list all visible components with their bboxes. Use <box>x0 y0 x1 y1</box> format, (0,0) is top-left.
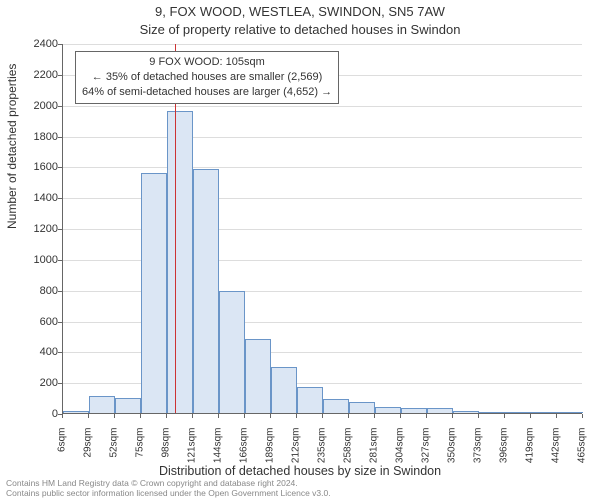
annotation-line2: ← 35% of detached houses are smaller (2,… <box>82 70 332 85</box>
ytick-label: 1200 <box>18 223 58 235</box>
plot-area: 9 FOX WOOD: 105sqm← 35% of detached hous… <box>62 44 582 414</box>
xtick-mark <box>270 414 271 418</box>
xtick-mark <box>62 414 63 418</box>
xtick-mark <box>582 414 583 418</box>
xtick-mark <box>140 414 141 418</box>
xtick-mark <box>400 414 401 418</box>
ytick-label: 1000 <box>18 254 58 266</box>
annotation-box: 9 FOX WOOD: 105sqm← 35% of detached hous… <box>75 51 339 104</box>
ytick-label: 0 <box>18 408 58 420</box>
histogram-bar <box>531 412 557 413</box>
histogram-bar <box>323 399 349 413</box>
histogram-bar <box>401 408 427 413</box>
xtick-mark <box>504 414 505 418</box>
xtick-mark <box>556 414 557 418</box>
chart-container: 9, FOX WOOD, WESTLEA, SWINDON, SN5 7AW S… <box>0 0 600 500</box>
histogram-bar <box>453 411 479 413</box>
xtick-mark <box>244 414 245 418</box>
histogram-bar <box>271 367 297 413</box>
ytick-label: 2400 <box>18 38 58 50</box>
histogram-bar <box>193 169 219 413</box>
xtick-mark <box>478 414 479 418</box>
histogram-bar <box>219 291 245 413</box>
histogram-bar <box>505 412 531 413</box>
xtick-mark <box>530 414 531 418</box>
histogram-bar <box>245 339 271 413</box>
ytick-label: 2000 <box>18 100 58 112</box>
gridline-h <box>63 167 582 168</box>
xtick-mark <box>192 414 193 418</box>
chart-title-line2: Size of property relative to detached ho… <box>0 22 600 37</box>
ytick-label: 200 <box>18 377 58 389</box>
ytick-label: 600 <box>18 316 58 328</box>
histogram-bar <box>557 412 583 413</box>
ytick-label: 1800 <box>18 131 58 143</box>
gridline-h <box>63 106 582 107</box>
xtick-mark <box>452 414 453 418</box>
xtick-mark <box>322 414 323 418</box>
ytick-label: 1400 <box>18 192 58 204</box>
footer-line2: Contains public sector information licen… <box>6 489 331 499</box>
ytick-label: 800 <box>18 285 58 297</box>
ytick-label: 1600 <box>18 161 58 173</box>
xtick-mark <box>374 414 375 418</box>
annotation-line1: 9 FOX WOOD: 105sqm <box>82 55 332 70</box>
gridline-h <box>63 137 582 138</box>
xtick-mark <box>166 414 167 418</box>
xtick-mark <box>348 414 349 418</box>
ytick-label: 400 <box>18 346 58 358</box>
xtick-mark <box>88 414 89 418</box>
xtick-mark <box>218 414 219 418</box>
histogram-bar <box>427 408 453 413</box>
histogram-bar <box>115 398 141 413</box>
x-axis-title: Distribution of detached houses by size … <box>0 464 600 478</box>
histogram-bar <box>141 173 167 414</box>
histogram-bar <box>89 396 115 413</box>
histogram-bar <box>167 111 193 413</box>
ytick-label: 2200 <box>18 69 58 81</box>
gridline-h <box>63 44 582 45</box>
histogram-bar <box>479 412 505 413</box>
xtick-mark <box>296 414 297 418</box>
xtick-mark <box>114 414 115 418</box>
histogram-bar <box>63 411 89 413</box>
chart-title-line1: 9, FOX WOOD, WESTLEA, SWINDON, SN5 7AW <box>0 4 600 19</box>
xtick-mark <box>426 414 427 418</box>
footer-attribution: Contains HM Land Registry data © Crown c… <box>6 479 331 499</box>
histogram-bar <box>297 387 323 413</box>
histogram-bar <box>375 407 401 413</box>
y-axis-title: Number of detached properties <box>5 64 19 229</box>
histogram-bar <box>349 402 375 413</box>
annotation-line3: 64% of semi-detached houses are larger (… <box>82 85 332 100</box>
